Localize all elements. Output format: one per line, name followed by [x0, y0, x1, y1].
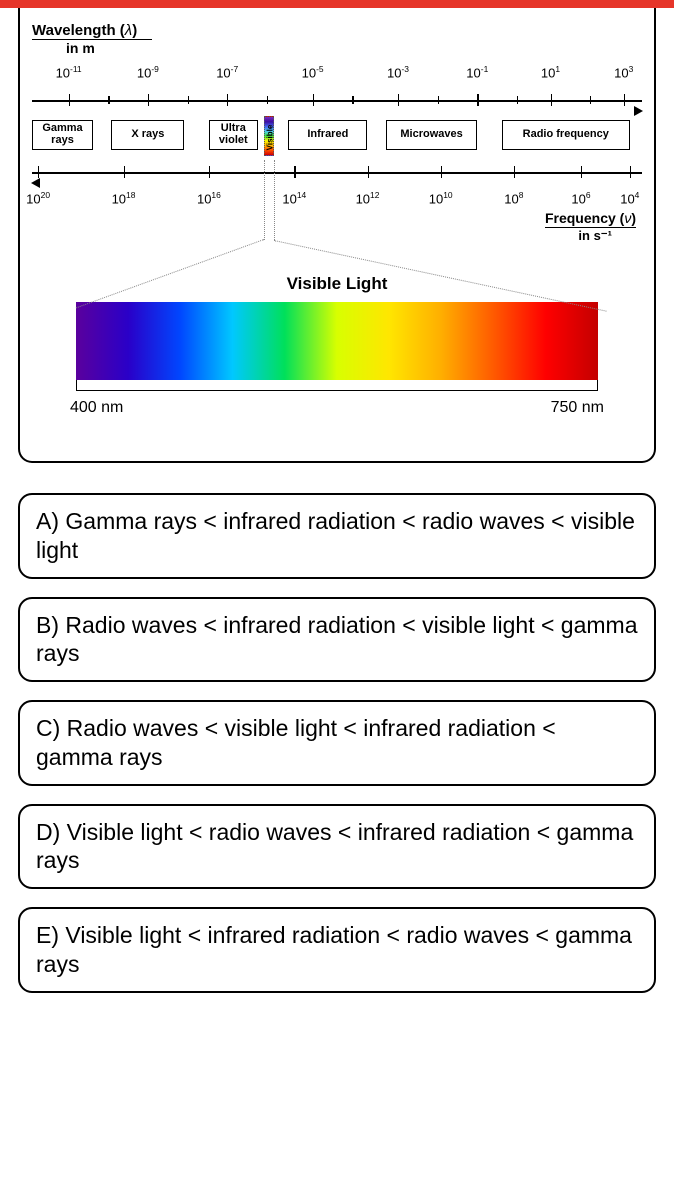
wavelength-title-text: Wavelength ( [32, 22, 125, 39]
frequency-axis [32, 162, 642, 182]
answer-list: A) Gamma rays < infrared radiation < rad… [18, 493, 656, 993]
wavelength-tick-label: 101 [541, 64, 560, 80]
wavelength-tick-label: 10-1 [466, 64, 488, 80]
wavelength-subtitle: in m [66, 40, 642, 56]
wavelength-title-close: ) [132, 22, 137, 39]
wavelength-tick-label: 10-7 [216, 64, 238, 80]
spectrum-axis-line [76, 390, 598, 391]
wavelength-minor-tick [267, 96, 268, 104]
answer-option-a[interactable]: A) Gamma rays < infrared radiation < rad… [18, 493, 656, 579]
spectrum-labels: 400 nm 750 nm [76, 399, 598, 421]
spectrum-tick-left [76, 380, 77, 390]
zoom-guide-right [274, 160, 275, 240]
frequency-tick-label: 1020 [26, 190, 50, 206]
frequency-tick [124, 166, 125, 178]
spectrum-diagram-card: Wavelength (λ) in m 10-1110-910-710-510-… [18, 8, 656, 463]
frequency-tick [368, 166, 369, 178]
zoom-guide-left [264, 160, 265, 240]
wavelength-axis [32, 90, 642, 110]
wavelength-minor-tick [590, 96, 591, 104]
wavelength-minor-tick [438, 96, 439, 104]
frequency-tick-label: 1014 [282, 190, 306, 206]
frequency-tick [209, 166, 210, 178]
visible-strip-label: Visible [265, 125, 274, 151]
frequency-tick [294, 166, 295, 178]
visible-spectrum-bar [76, 302, 598, 380]
frequency-tick-label: 1010 [429, 190, 453, 206]
frequency-tick-labels: 102010181016101410121010108106104 [32, 190, 642, 210]
wavelength-minor-tick [352, 96, 353, 104]
wavelength-tick [227, 94, 228, 106]
frequency-subtitle: in s⁻¹ [578, 228, 612, 244]
frequency-tick [441, 166, 442, 178]
spectrum-tick-row [76, 380, 598, 390]
wavelength-tick-label: 10-11 [56, 64, 82, 80]
em-region-box: Infrared [288, 120, 367, 150]
frequency-tick-label: 1018 [112, 190, 136, 206]
wavelength-minor-tick [517, 96, 518, 104]
spectrum-right-label: 750 nm [551, 399, 604, 417]
wavelength-tick-label: 10-3 [387, 64, 409, 80]
wavelength-tick [624, 94, 625, 106]
frequency-tick-label: 1016 [197, 190, 221, 206]
em-region-box: X rays [111, 120, 184, 150]
em-region-box: Gammarays [32, 120, 93, 150]
frequency-tick-label: 106 [571, 190, 590, 206]
answer-option-e[interactable]: E) Visible light < infrared radiation < … [18, 907, 656, 993]
wavelength-minor-tick [108, 96, 109, 104]
frequency-tick [514, 166, 515, 178]
wavelength-tick [398, 94, 399, 106]
wavelength-tick [148, 94, 149, 106]
accent-top-bar [0, 0, 674, 8]
em-region-box: Microwaves [386, 120, 478, 150]
frequency-tick-label: 104 [620, 190, 639, 206]
answer-option-d[interactable]: D) Visible light < radio waves < infrare… [18, 804, 656, 890]
wavelength-tick [551, 94, 552, 106]
spectrum-tick-right [597, 380, 598, 390]
em-regions-row: Gammarays X rays Ultraviolet Infrared Microw… [32, 112, 642, 160]
frequency-tick-label: 1012 [356, 190, 380, 206]
frequency-tick [581, 166, 582, 178]
wavelength-minor-tick [188, 96, 189, 104]
answer-option-c[interactable]: C) Radio waves < visible light < infrare… [18, 700, 656, 786]
wavelength-tick [477, 94, 478, 106]
frequency-tick [630, 166, 631, 178]
wavelength-tick [69, 94, 70, 106]
answer-option-b[interactable]: B) Radio waves < infrared radiation < vi… [18, 597, 656, 683]
spectrum-left-label: 400 nm [70, 399, 123, 417]
frequency-under: Frequency (ν) [545, 210, 636, 226]
wavelength-tick-label: 103 [614, 64, 633, 80]
wavelength-tick-label: 10-5 [302, 64, 324, 80]
wavelength-tick-labels: 10-11 10-9 10-7 10-5 10-3 10-1 101 103 [32, 64, 642, 90]
wavelength-title: Wavelength (λ) [32, 22, 152, 40]
em-region-box: Radio frequency [502, 120, 630, 150]
wavelength-tick [313, 94, 314, 106]
frequency-tick-label: 108 [504, 190, 523, 206]
em-region-box: Ultraviolet [209, 120, 258, 150]
visible-strip: Visible [264, 116, 274, 156]
wavelength-tick-label: 10-9 [137, 64, 159, 80]
frequency-tick [38, 166, 39, 178]
